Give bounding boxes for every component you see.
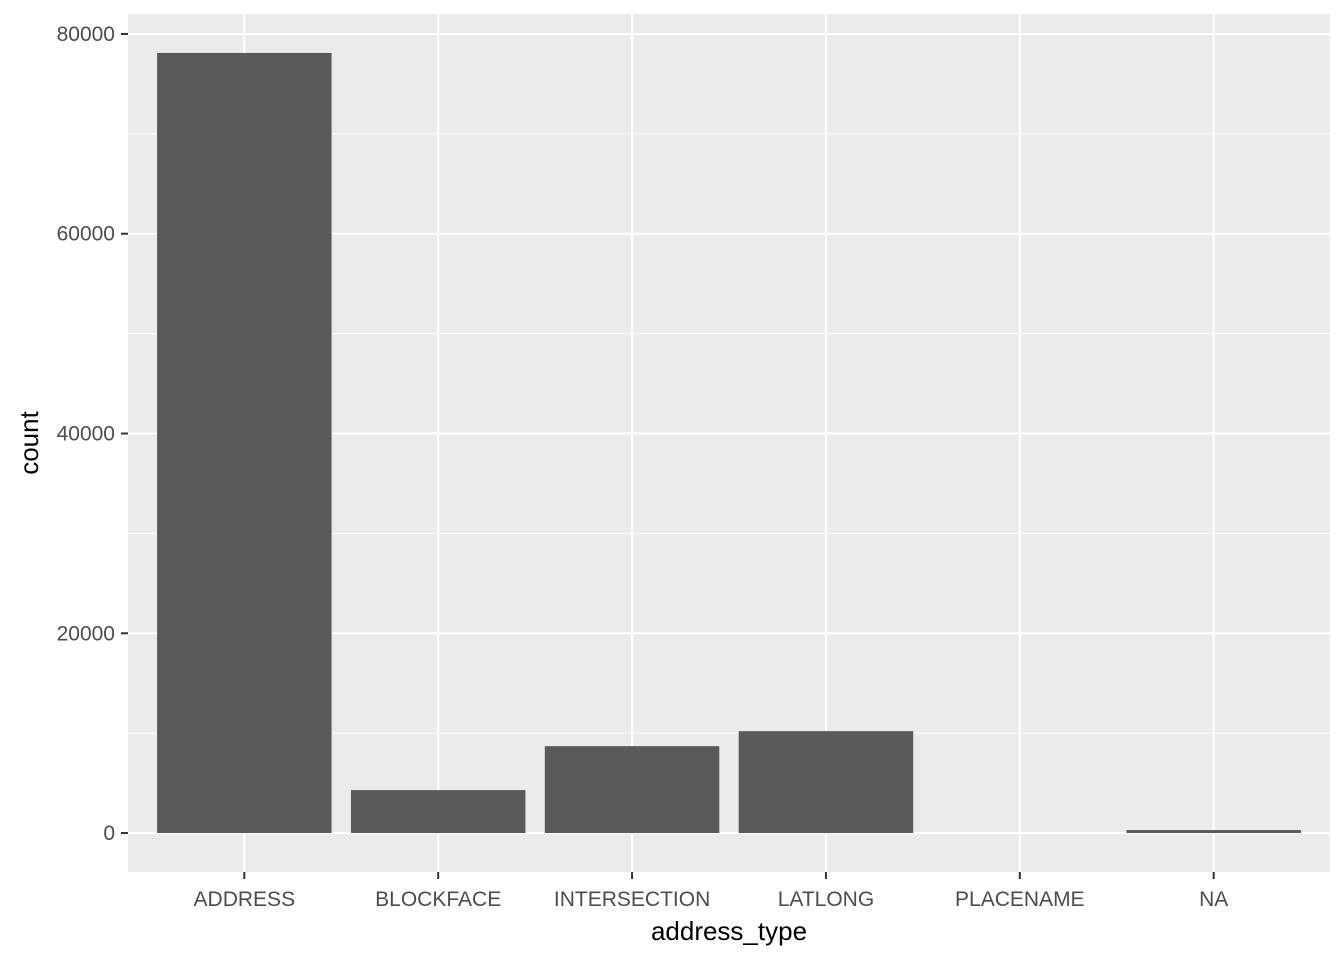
y-axis-title: count [14, 410, 44, 474]
x-tick-label: NA [1199, 888, 1228, 911]
x-tick-label: BLOCKFACE [375, 888, 501, 911]
bars [157, 52, 1301, 834]
y-tick-label: 40000 [57, 423, 115, 446]
bar-na [1126, 830, 1301, 834]
x-tick-label: PLACENAME [955, 888, 1085, 911]
bar-latlong [738, 731, 914, 834]
x-tick-label: ADDRESS [194, 888, 296, 911]
y-tick-label: 80000 [57, 23, 115, 46]
y-tick-label: 60000 [57, 223, 115, 246]
x-axis-title: address_type [651, 916, 807, 946]
x-tick-label: INTERSECTION [554, 888, 710, 911]
x-tick-label: LATLONG [778, 888, 874, 911]
y-tick-label: 20000 [57, 622, 115, 645]
y-axis: 0 20000 40000 60000 80000 [57, 23, 128, 845]
bar-intersection [544, 746, 720, 834]
bar-blockface [350, 790, 526, 834]
y-tick-label: 0 [103, 822, 115, 845]
bar-address [157, 52, 332, 834]
x-axis: ADDRESS BLOCKFACE INTERSECTION LATLONG PLACE… [194, 872, 1228, 911]
